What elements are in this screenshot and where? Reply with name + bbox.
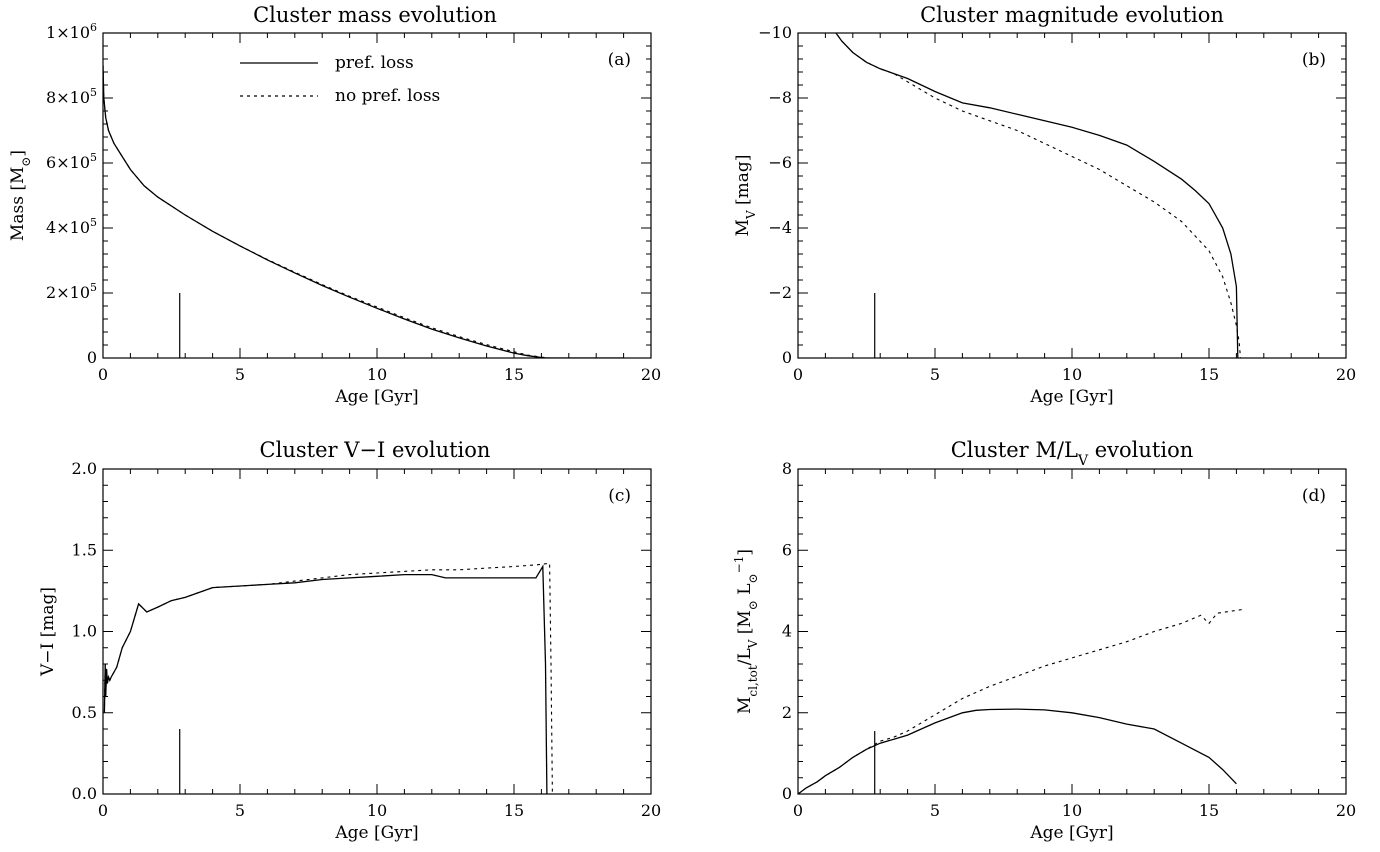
plot-frame — [797, 468, 1347, 795]
y-tick-label: 2 — [782, 703, 792, 722]
x-tick-label: 20 — [641, 801, 661, 820]
legend: pref. loss no pref. loss — [240, 53, 440, 106]
y-tick-label: 0 — [782, 784, 792, 803]
chart-title: Cluster V−I evolution — [260, 438, 491, 462]
x-tick-label: 5 — [235, 365, 245, 384]
y-tick-label: 2.0 — [72, 459, 97, 478]
series-no-pref-loss-line — [835, 33, 1242, 358]
y-tick-label: 1.5 — [72, 540, 97, 559]
plot-frame — [102, 468, 652, 795]
y-tick-label: 2×105 — [46, 281, 97, 302]
panel-tag: (d) — [1302, 486, 1326, 506]
y-axis-label: V−I [mag] — [38, 587, 58, 677]
series-no-pref-loss-line — [103, 562, 553, 794]
x-tick-label: 15 — [504, 801, 524, 820]
x-tick-label: 10 — [1062, 365, 1082, 384]
x-tick-label: 10 — [367, 801, 387, 820]
y-axis-label: Mass [M⊙] — [8, 150, 33, 241]
series-pref-loss-line — [835, 33, 1239, 358]
y-tick-label: −2 — [768, 283, 792, 302]
chart-title: Cluster magnitude evolution — [920, 3, 1224, 27]
y-tick-label: 8 — [782, 459, 792, 478]
y-tick-label: 0.0 — [72, 784, 97, 803]
panel-d: Cluster M/LV evolution 0 5 10 15 20 0 2 4 6 8 Age [… — [732, 438, 1356, 843]
x-tick-label: 15 — [1199, 365, 1219, 384]
x-tick-label: 20 — [1336, 365, 1356, 384]
y-tick-label: 1×106 — [46, 21, 97, 42]
x-tick-label: 0 — [793, 365, 803, 384]
series-no-pref-loss-line — [103, 65, 624, 358]
x-axis-label: Age [Gyr] — [1029, 387, 1113, 407]
plot-frame — [102, 32, 652, 359]
y-axis-label: MV [mag] — [733, 155, 758, 237]
series-pref-loss-line — [103, 564, 548, 794]
y-tick-label: 4 — [782, 622, 792, 641]
panel-tag: (a) — [608, 50, 631, 70]
chart-title: Cluster M/LV evolution — [951, 438, 1194, 469]
panel-tag: (c) — [608, 486, 631, 506]
x-tick-label: 0 — [98, 801, 108, 820]
y-axis-label: Mcl,tot/LV [M⊙ L⊙−1] — [732, 549, 760, 714]
x-tick-label: 10 — [367, 365, 387, 384]
y-tick-label: 6 — [782, 540, 792, 559]
x-tick-label: 5 — [235, 801, 245, 820]
chart-title: Cluster mass evolution — [253, 3, 497, 27]
legend-label: pref. loss — [335, 53, 414, 73]
y-tick-label: −4 — [768, 218, 792, 237]
panel-c: Cluster V−I evolution 0 5 10 15 20 0.0 0.5 1.0 1.… — [38, 438, 661, 843]
series-no-pref-loss-line — [798, 608, 1245, 794]
series-pref-loss-line — [798, 708, 1237, 794]
y-tick-label: 6×105 — [46, 151, 97, 172]
y-tick-label: −8 — [768, 88, 792, 107]
y-tick-label: 0 — [782, 348, 792, 367]
x-axis-label: Age [Gyr] — [1029, 823, 1113, 843]
y-tick-label: 1.0 — [72, 622, 97, 641]
plot-frame — [797, 32, 1347, 359]
y-tick-label: −10 — [758, 23, 792, 42]
x-tick-label: 15 — [504, 365, 524, 384]
y-tick-label: −6 — [768, 153, 792, 172]
x-tick-label: 10 — [1062, 801, 1082, 820]
x-tick-label: 0 — [98, 365, 108, 384]
y-tick-label: 0.5 — [72, 703, 97, 722]
panel-a: Cluster mass evolution 0 5 10 15 20 0 2×105 4×10… — [8, 3, 661, 407]
panel-tag: (b) — [1302, 50, 1326, 70]
y-tick-label: 0 — [87, 348, 97, 367]
x-axis-label: Age [Gyr] — [334, 823, 418, 843]
y-tick-label: 8×105 — [46, 86, 97, 107]
x-tick-label: 15 — [1199, 801, 1219, 820]
panel-b: Cluster magnitude evolution 0 5 10 15 20 0 −2 −4… — [733, 3, 1356, 407]
x-tick-label: 20 — [1336, 801, 1356, 820]
legend-label: no pref. loss — [335, 86, 440, 106]
y-tick-label: 4×105 — [46, 216, 97, 237]
x-tick-label: 0 — [793, 801, 803, 820]
x-tick-label: 5 — [930, 801, 940, 820]
x-axis-label: Age [Gyr] — [334, 387, 418, 407]
x-tick-label: 5 — [930, 365, 940, 384]
x-tick-label: 20 — [641, 365, 661, 384]
